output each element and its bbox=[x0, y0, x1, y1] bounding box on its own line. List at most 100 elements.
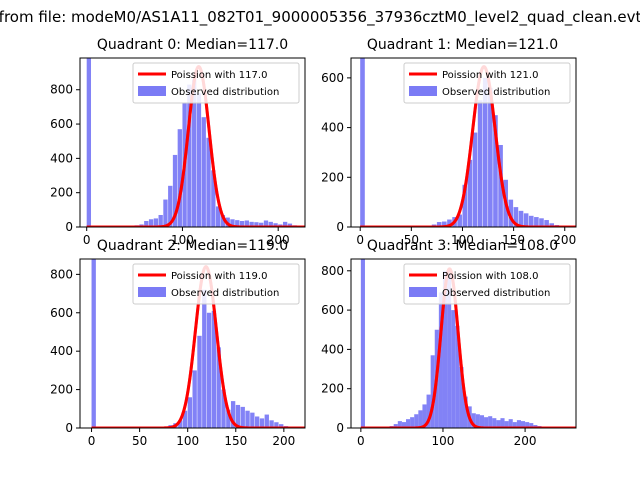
histogram-bar bbox=[230, 219, 235, 227]
histogram-bar bbox=[436, 222, 442, 227]
histogram-bar bbox=[268, 221, 273, 227]
plot-inner bbox=[90, 259, 305, 428]
histogram-bar bbox=[463, 396, 468, 428]
legend-label-poisson: Poission with 119.0 bbox=[171, 271, 267, 282]
histogram-bar bbox=[414, 414, 419, 428]
histogram-bar bbox=[216, 347, 221, 428]
y-tick-label: 400 bbox=[50, 151, 73, 165]
histogram-bar bbox=[393, 424, 398, 428]
histogram-bar bbox=[254, 222, 259, 227]
x-tick-label: 0 bbox=[88, 434, 96, 448]
y-tick-label: 0 bbox=[65, 421, 73, 435]
poisson-curve bbox=[90, 265, 305, 428]
histogram-bar bbox=[422, 404, 427, 428]
histogram-bar bbox=[249, 221, 254, 227]
histogram-bar bbox=[230, 401, 236, 428]
histogram-bar bbox=[528, 215, 534, 227]
histogram-bar bbox=[264, 414, 269, 428]
histogram-bar bbox=[158, 214, 163, 227]
histogram-bar bbox=[457, 214, 462, 227]
panel-quadrant-0: Quadrant 0: Median=117.0 0 100 200 0 200 400 6… bbox=[50, 37, 306, 247]
histogram-bar bbox=[516, 420, 521, 428]
histogram-bar bbox=[274, 422, 279, 428]
axes-frame bbox=[350, 258, 577, 429]
legend-label-poisson: Poission with 121.0 bbox=[442, 70, 538, 81]
histogram-bar bbox=[148, 219, 154, 227]
histogram-bar bbox=[206, 312, 212, 428]
legend: Poission with 108.0 Observed distribution bbox=[403, 263, 571, 305]
histogram-bar bbox=[455, 325, 460, 428]
histogram-bar bbox=[529, 423, 534, 428]
histogram-bar bbox=[549, 223, 555, 227]
histogram-bar bbox=[477, 100, 483, 227]
histogram-bar bbox=[360, 58, 365, 227]
histogram-bar bbox=[484, 417, 489, 428]
legend: Poission with 119.0 Observed distribution bbox=[132, 263, 300, 305]
x-tick-label: 50 bbox=[132, 434, 147, 448]
histogram-bar bbox=[406, 419, 411, 428]
x-tick-label: 0 bbox=[356, 233, 364, 247]
plot-area: 0 100 200 0 200 400 600 800 Poission with 108.0 O… bbox=[321, 258, 577, 448]
plot-area: 0 50 100 150 200 0 200 400 600 Poission with 121.… bbox=[321, 57, 577, 247]
legend-hist-swatch bbox=[138, 287, 166, 297]
x-tick-label: 150 bbox=[502, 233, 525, 247]
histogram-bar bbox=[259, 418, 265, 428]
histogram-bar bbox=[192, 79, 197, 227]
histogram-bar bbox=[493, 115, 498, 227]
histogram-bar bbox=[426, 394, 431, 428]
legend-hist-swatch bbox=[409, 287, 437, 297]
histogram-bar bbox=[197, 335, 202, 428]
histogram-bar bbox=[235, 404, 241, 428]
histogram-bar bbox=[182, 410, 188, 428]
y-tick-label: 400 bbox=[50, 344, 73, 358]
plot-area: 0 100 200 0 200 400 600 800 Poission with 117.0 O… bbox=[50, 57, 306, 247]
y-tick-label: 0 bbox=[336, 421, 344, 435]
plot-area: 0 50 100 150 200 0 200 400 600 800 Poission with 1… bbox=[50, 258, 306, 448]
y-tick-label: 600 bbox=[50, 306, 73, 320]
histogram-bar bbox=[273, 223, 278, 227]
y-tick-label: 800 bbox=[321, 264, 344, 278]
axes-frame bbox=[79, 57, 306, 228]
histogram-bar bbox=[168, 185, 173, 227]
histogram-bar bbox=[492, 418, 497, 428]
x-tick-label: 200 bbox=[553, 233, 576, 247]
histogram-bar bbox=[269, 420, 274, 428]
histogram-bar bbox=[86, 58, 92, 227]
histogram-bar bbox=[508, 419, 513, 428]
panel-title: Quadrant 2: Median=119.0 bbox=[97, 238, 288, 254]
histogram-bar bbox=[263, 220, 269, 227]
legend-hist-swatch bbox=[138, 86, 166, 96]
histogram-bar bbox=[226, 409, 231, 428]
legend-box bbox=[403, 263, 571, 305]
histogram-bar bbox=[442, 221, 447, 227]
histogram-bar bbox=[500, 418, 505, 428]
histogram-bar bbox=[438, 292, 443, 428]
y-tick-label: 200 bbox=[321, 170, 344, 184]
y-tick-label: 400 bbox=[321, 342, 344, 356]
histogram-bar bbox=[451, 310, 456, 428]
histogram-bar bbox=[447, 219, 452, 227]
legend-box bbox=[132, 263, 300, 305]
legend: Poission with 117.0 Observed distribution bbox=[132, 62, 300, 104]
histogram-bar bbox=[245, 410, 250, 428]
histogram-bar bbox=[235, 220, 240, 227]
histogram-bar bbox=[442, 270, 448, 428]
panel-quadrant-2: Quadrant 2: Median=119.0 0 50 100 150 200 0 20… bbox=[50, 238, 306, 448]
histogram-bar bbox=[430, 355, 435, 428]
histogram-bar bbox=[279, 424, 284, 428]
histogram-bar bbox=[244, 220, 249, 227]
histogram-bar bbox=[479, 415, 485, 428]
histogram-bar bbox=[206, 137, 211, 227]
histogram-bar bbox=[201, 117, 206, 227]
panel-quadrant-3: Quadrant 3: Median=108.0 0 100 200 0 200 400 6… bbox=[321, 238, 577, 448]
histogram-bar bbox=[196, 93, 202, 227]
histogram-bar bbox=[534, 217, 539, 227]
histogram-bar bbox=[163, 199, 168, 227]
legend-label-observed: Observed distribution bbox=[442, 87, 550, 98]
axes-frame bbox=[79, 258, 306, 429]
y-tick-label: 600 bbox=[321, 71, 344, 85]
y-tick-label: 0 bbox=[336, 220, 344, 234]
histogram-bar bbox=[221, 389, 226, 428]
histogram-bar bbox=[498, 144, 503, 227]
